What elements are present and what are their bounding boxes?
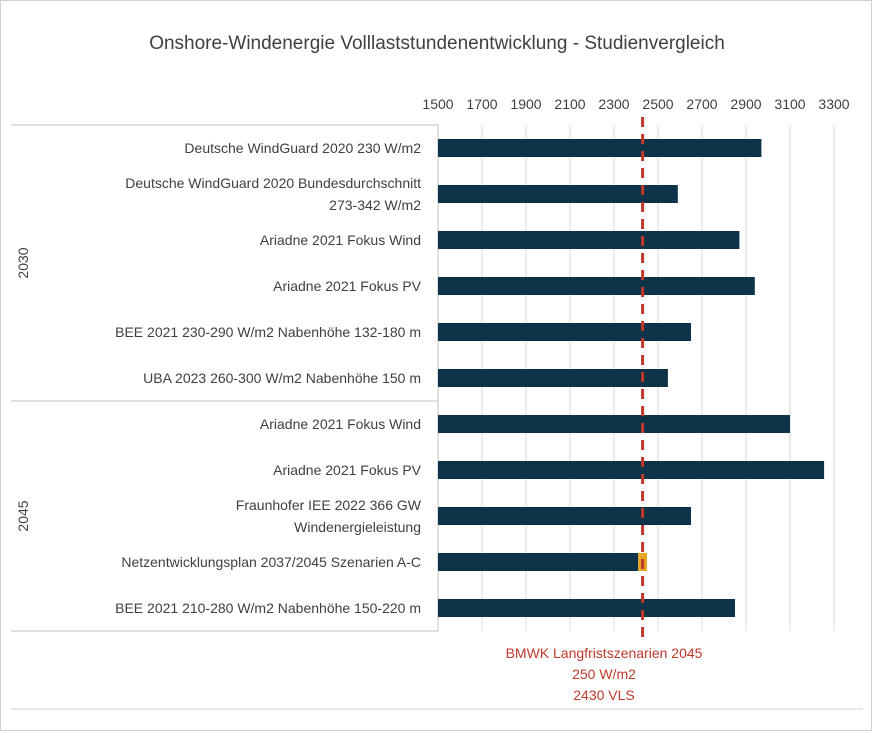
category-label: Ariadne 2021 Fokus PV: [273, 278, 422, 294]
category-label: Netzentwicklungsplan 2037/2045 Szenarien…: [121, 554, 421, 570]
group-label: 2030: [15, 247, 31, 278]
category-label: UBA 2023 260-300 W/m2 Nabenhöhe 150 m: [143, 370, 421, 386]
group-label: 2045: [15, 500, 31, 531]
x-tick-label: 1700: [466, 96, 497, 112]
bar: [438, 185, 678, 203]
bar: [438, 415, 790, 433]
category-label: Ariadne 2021 Fokus PV: [273, 462, 422, 478]
x-tick-label: 2700: [686, 96, 717, 112]
reference-label-1: BMWK Langfristszenarien 2045: [505, 645, 703, 661]
reference-label-2: 250 W/m2: [572, 666, 636, 682]
bar: [438, 139, 762, 157]
category-label: 273-342 W/m2: [329, 197, 421, 213]
x-tick-label: 2500: [642, 96, 673, 112]
category-label: BEE 2021 210-280 W/m2 Nabenhöhe 150-220 …: [115, 600, 421, 616]
category-label: Deutsche WindGuard 2020 230 W/m2: [184, 140, 421, 156]
x-tick-label: 1900: [510, 96, 541, 112]
chart-title: Onshore-Windenergie Volllaststundenentwi…: [149, 33, 725, 54]
x-tick-label: 1500: [422, 96, 453, 112]
x-tick-label: 3300: [818, 96, 849, 112]
bar: [438, 599, 735, 617]
category-label: Ariadne 2021 Fokus Wind: [260, 232, 421, 248]
bar: [438, 461, 825, 479]
x-tick-label: 2100: [554, 96, 585, 112]
x-tick-label: 2300: [598, 96, 629, 112]
category-label: BEE 2021 230-290 W/m2 Nabenhöhe 132-180 …: [115, 324, 421, 340]
bar: [438, 507, 691, 525]
reference-label-3: 2430 VLS: [573, 687, 635, 703]
bar: [438, 369, 668, 387]
x-tick-label: 2900: [730, 96, 761, 112]
bar: [438, 231, 740, 249]
bar: [438, 323, 691, 341]
bar: [438, 553, 639, 571]
category-label: Windenergieleistung: [294, 519, 421, 535]
bar: [438, 277, 755, 295]
x-tick-label: 3100: [774, 96, 805, 112]
category-label: Deutsche WindGuard 2020 Bundesdurchschni…: [125, 175, 421, 191]
category-label: Fraunhofer IEE 2022 366 GW: [236, 497, 422, 513]
category-label: Ariadne 2021 Fokus Wind: [260, 416, 421, 432]
